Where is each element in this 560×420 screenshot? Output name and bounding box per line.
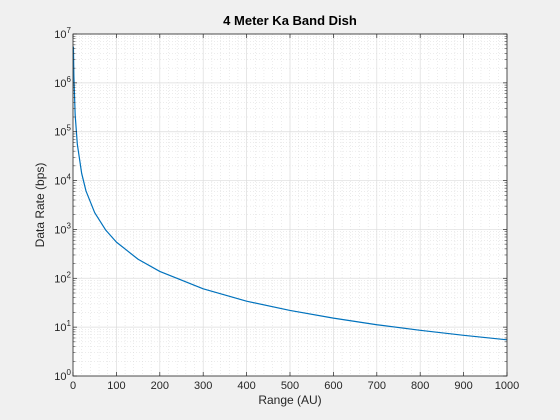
x-tick-label: 800 [411, 380, 429, 392]
series-line-1 [72, 46, 508, 341]
y-tick-label: 105 [54, 124, 71, 139]
y-tick-label: 101 [54, 319, 71, 334]
x-tick-label: 1000 [495, 380, 519, 392]
grid [72, 33, 508, 377]
y-tick-label: 100 [54, 368, 71, 383]
y-tick-label: 104 [54, 173, 71, 188]
x-tick-label: 100 [107, 380, 125, 392]
y-tick-label: 103 [54, 221, 71, 236]
y-tick-label: 107 [54, 26, 71, 41]
x-tick-label: 500 [281, 380, 299, 392]
y-tick-label: 102 [54, 270, 71, 285]
y-axis-label: Data Rate (bps) [33, 163, 47, 248]
x-tick-label: 0 [70, 380, 76, 392]
x-tick-label: 600 [324, 380, 342, 392]
chart-title: 4 Meter Ka Band Dish [223, 13, 357, 28]
x-tick-label: 200 [151, 380, 169, 392]
x-tick-label: 400 [237, 380, 255, 392]
x-tick-label: 900 [454, 380, 472, 392]
ticks: 0 100 200 300 400 500 600 700 800 900 100010010110… [54, 26, 519, 392]
x-axis-label: Range (AU) [258, 393, 321, 407]
x-tick-label: 300 [194, 380, 212, 392]
y-tick-label: 106 [54, 75, 71, 90]
x-tick-label: 700 [368, 380, 386, 392]
series-layer [72, 46, 508, 341]
